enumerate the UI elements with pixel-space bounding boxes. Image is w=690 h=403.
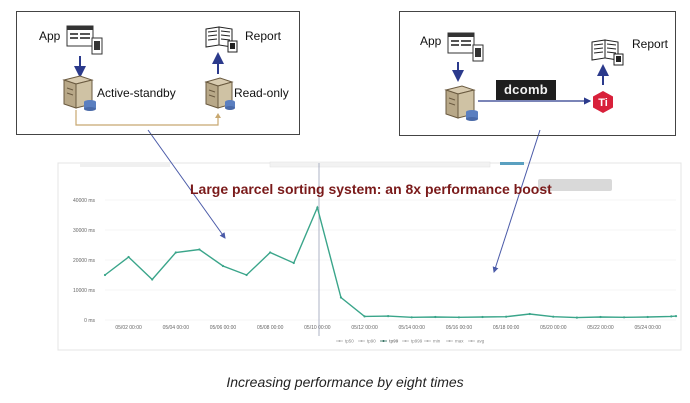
- redacted-label: [538, 179, 612, 191]
- chart-toolbar-indicator: [500, 162, 524, 165]
- x-tick-label: 05/20 00:00: [540, 325, 567, 331]
- x-tick-label: 05/12 00:00: [351, 325, 378, 331]
- sync-arrowhead: [215, 113, 221, 118]
- right-architecture-panel: [399, 11, 676, 136]
- legend-marker: [360, 340, 363, 342]
- left-primary-label: Active-standby: [97, 86, 176, 100]
- legend-marker: [404, 340, 407, 342]
- legend-item: tp999: [411, 339, 423, 344]
- data-point: [674, 315, 678, 318]
- sync-connector: [75, 110, 219, 126]
- data-point: [198, 248, 201, 251]
- x-tick-label: 05/06 00:00: [210, 325, 237, 331]
- data-point: [622, 316, 626, 319]
- left-annotation-arrow: [147, 129, 226, 239]
- data-point: [552, 315, 555, 318]
- legend-marker: [470, 340, 473, 342]
- legend-item: tp99: [389, 339, 399, 344]
- data-point: [103, 273, 107, 277]
- x-tick-label: 05/14 00:00: [399, 325, 426, 331]
- x-tick-label: 05/18 00:00: [493, 325, 520, 331]
- data-point: [339, 296, 343, 299]
- y-tick-label: 20000 ms: [73, 258, 95, 264]
- legend-marker: [448, 340, 451, 342]
- data-point: [410, 316, 413, 319]
- data-point: [528, 312, 531, 316]
- x-tick-label: 05/16 00:00: [446, 325, 473, 331]
- series-line: [104, 205, 677, 319]
- middleware-logo: dcomb: [496, 80, 556, 100]
- data-point: [646, 315, 649, 319]
- data-point: [575, 316, 579, 319]
- tidb-logo-icon: Ti: [593, 91, 613, 113]
- server-icon: [204, 77, 235, 110]
- x-tick-label: 05/24 00:00: [634, 325, 661, 331]
- x-tick-label: 05/04 00:00: [163, 325, 190, 331]
- data-point: [481, 315, 484, 319]
- tidb-logo-text: Ti: [598, 97, 608, 109]
- chart-title: Large parcel sorting system: an 8x perfo…: [190, 181, 552, 197]
- series-layer: [103, 205, 678, 319]
- legend-item: max: [455, 339, 464, 344]
- app-window-icon: [447, 32, 484, 62]
- legend-marker: [338, 340, 341, 342]
- data-point: [505, 315, 508, 318]
- x-tick-label: 05/22 00:00: [587, 325, 614, 331]
- data-point: [292, 261, 295, 265]
- data-point: [269, 251, 272, 254]
- app-window-icon: [66, 25, 103, 55]
- legend-item: avg: [477, 339, 485, 344]
- data-point: [363, 315, 366, 318]
- data-point: [174, 251, 177, 254]
- data-point: [151, 278, 154, 281]
- chart-legend: tp50 tp90 tp99 tp999 min max avg: [336, 339, 485, 344]
- legend-marker: [382, 340, 385, 342]
- report-book-icon: [591, 39, 624, 66]
- report-book-icon: [205, 26, 238, 53]
- y-tick-label: 40000 ms: [73, 198, 95, 204]
- right-annotation-arrow: [492, 129, 541, 273]
- x-tick-label: 05/08 00:00: [257, 325, 284, 331]
- x-axis-ticks: 05/02 00:00 05/04 00:00 05/06 00:00 05/08 0…: [115, 325, 661, 331]
- server-icon: [62, 75, 96, 111]
- right-report-label: Report: [632, 37, 669, 51]
- data-point: [127, 255, 130, 259]
- y-tick-label: 30000 ms: [73, 228, 95, 234]
- data-point: [245, 273, 248, 277]
- chart-toolbar-tab: [80, 162, 170, 167]
- y-tick-label: 10000 ms: [73, 288, 95, 294]
- data-point: [316, 206, 319, 209]
- data-point: [457, 316, 461, 319]
- data-point: [387, 315, 390, 318]
- data-point: [670, 315, 673, 318]
- right-app-label: App: [420, 34, 442, 48]
- x-tick-label: 05/10 00:00: [304, 325, 331, 331]
- data-point: [221, 264, 225, 268]
- left-report-label: Report: [245, 29, 282, 43]
- y-axis-ticks: 0 ms 10000 ms 20000 ms 30000 ms 40000 ms: [73, 198, 95, 324]
- chart-grid: [105, 199, 676, 321]
- legend-item: min: [433, 339, 441, 344]
- chart-search-bar: [269, 161, 491, 168]
- data-point: [434, 315, 437, 319]
- x-tick-label: 05/02 00:00: [115, 325, 142, 331]
- left-app-label: App: [39, 29, 61, 43]
- y-tick-label: 0 ms: [84, 318, 95, 324]
- chart-frame: [57, 162, 682, 351]
- data-point: [599, 315, 602, 319]
- legend-item: tp90: [367, 339, 376, 344]
- figure-caption: Increasing performance by eight times: [226, 374, 464, 390]
- server-icon: [444, 85, 478, 121]
- left-replica-label: Read-only: [234, 86, 289, 100]
- legend-marker: [426, 340, 429, 342]
- legend-item: tp50: [345, 339, 354, 344]
- left-architecture-panel: [16, 11, 300, 135]
